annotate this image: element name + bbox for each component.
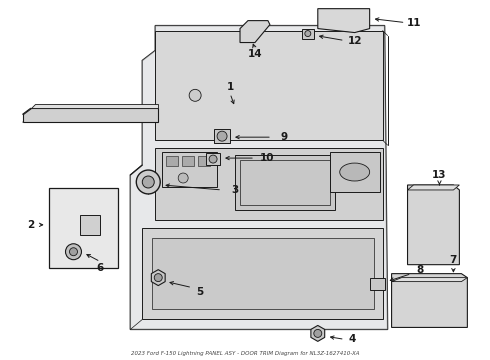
Bar xyxy=(166,156,178,166)
Bar xyxy=(182,156,194,166)
Text: 6: 6 xyxy=(97,263,104,273)
Text: 2023 Ford F-150 Lightning PANEL ASY - DOOR TRIM Diagram for NL3Z-1627410-XA: 2023 Ford F-150 Lightning PANEL ASY - DO… xyxy=(131,351,359,356)
Circle shape xyxy=(209,155,217,163)
Circle shape xyxy=(142,176,154,188)
Bar xyxy=(198,156,210,166)
Text: 9: 9 xyxy=(280,132,288,142)
Circle shape xyxy=(189,89,201,101)
Polygon shape xyxy=(155,148,383,220)
Circle shape xyxy=(70,248,77,256)
Polygon shape xyxy=(240,21,270,42)
Circle shape xyxy=(314,329,322,337)
Bar xyxy=(162,152,217,187)
Text: 4: 4 xyxy=(348,334,355,345)
Polygon shape xyxy=(408,185,460,265)
Polygon shape xyxy=(302,28,314,39)
Circle shape xyxy=(217,131,227,141)
Circle shape xyxy=(66,244,81,260)
Text: 12: 12 xyxy=(347,36,362,46)
Bar xyxy=(214,129,230,143)
Polygon shape xyxy=(392,278,467,282)
Bar xyxy=(206,153,220,165)
Circle shape xyxy=(178,173,188,183)
Text: 2: 2 xyxy=(27,220,34,230)
Polygon shape xyxy=(369,278,385,289)
Bar xyxy=(330,152,380,192)
Text: 8: 8 xyxy=(416,265,423,275)
Polygon shape xyxy=(311,325,325,341)
Polygon shape xyxy=(318,9,369,32)
Text: 13: 13 xyxy=(432,170,447,180)
Polygon shape xyxy=(155,31,383,140)
Text: 5: 5 xyxy=(196,287,204,297)
Text: 7: 7 xyxy=(450,255,457,265)
Polygon shape xyxy=(130,26,388,329)
Polygon shape xyxy=(23,108,158,122)
Circle shape xyxy=(154,274,162,282)
Bar xyxy=(240,160,330,205)
Text: 3: 3 xyxy=(231,185,239,195)
Bar xyxy=(152,238,374,310)
Polygon shape xyxy=(392,274,467,328)
Circle shape xyxy=(136,170,160,194)
Polygon shape xyxy=(142,228,383,319)
Circle shape xyxy=(305,31,311,37)
Text: 11: 11 xyxy=(407,18,422,28)
Ellipse shape xyxy=(340,163,369,181)
Polygon shape xyxy=(151,270,165,285)
Text: 1: 1 xyxy=(226,82,234,93)
Polygon shape xyxy=(408,185,460,190)
Bar xyxy=(235,155,335,210)
Text: 14: 14 xyxy=(247,49,262,59)
Bar xyxy=(80,215,100,235)
Text: 10: 10 xyxy=(260,153,274,163)
Polygon shape xyxy=(30,104,158,108)
Polygon shape xyxy=(130,26,388,329)
Bar xyxy=(49,188,119,268)
